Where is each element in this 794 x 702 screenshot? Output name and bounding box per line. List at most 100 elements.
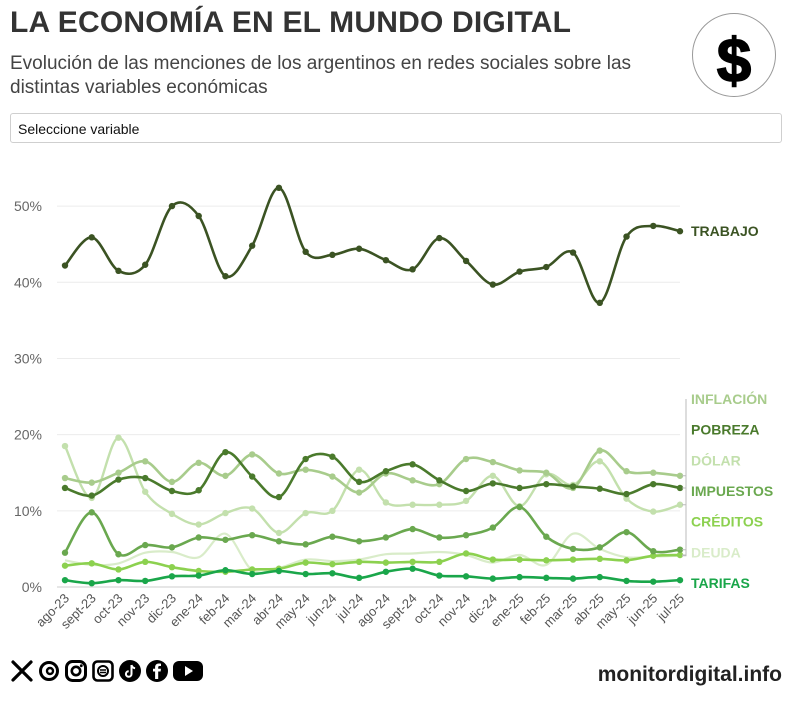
point-inflacion xyxy=(222,472,229,479)
point-creditos xyxy=(195,567,202,575)
point-creditos xyxy=(596,555,603,563)
point-inflacion xyxy=(302,466,309,473)
x-icon[interactable] xyxy=(10,659,34,683)
point-tarifas xyxy=(61,576,69,584)
label-leader-deuda xyxy=(682,552,687,557)
point-trabajo xyxy=(329,251,336,259)
point-dolar xyxy=(436,501,443,508)
point-inflacion xyxy=(275,470,283,477)
point-pobreza xyxy=(462,487,470,495)
point-impuestos xyxy=(248,531,256,539)
y-tick-label: 20% xyxy=(14,427,42,443)
label-leader-impuestos xyxy=(682,491,687,551)
point-pobreza xyxy=(676,484,684,492)
y-tick-label: 50% xyxy=(14,198,42,214)
logo-symbol: $ xyxy=(717,27,751,96)
point-creditos xyxy=(489,556,497,563)
point-impuestos xyxy=(382,534,390,541)
point-dolar xyxy=(248,505,256,512)
point-tarifas xyxy=(676,576,684,584)
point-creditos xyxy=(115,566,122,573)
site-url: monitordigital.info xyxy=(597,663,782,686)
point-pobreza xyxy=(489,480,497,487)
point-tarifas xyxy=(195,572,202,579)
point-impuestos xyxy=(222,536,229,543)
series-line-tarifas xyxy=(64,567,681,585)
series-labels: TRABAJO INFLACIÓN POBREZA DÓLAR IMPUESTOS CRÉ… xyxy=(682,223,773,591)
label-leader-dolar xyxy=(682,460,687,506)
point-dolar xyxy=(168,510,176,518)
variable-select[interactable]: Seleccione variable xyxy=(10,113,782,143)
point-creditos xyxy=(355,558,363,566)
point-dolar xyxy=(596,458,603,465)
news-icon[interactable] xyxy=(91,659,115,683)
point-tarifas xyxy=(275,567,283,575)
point-creditos xyxy=(569,556,577,563)
point-dolar xyxy=(195,521,202,528)
point-tarifas xyxy=(623,577,630,585)
point-creditos xyxy=(436,558,443,566)
point-pobreza xyxy=(650,480,657,488)
point-tarifas xyxy=(516,573,523,581)
point-trabajo xyxy=(462,257,470,265)
point-inflacion xyxy=(543,469,550,476)
page-title: LA ECONOMÍA EN EL MUNDO DIGITAL xyxy=(10,6,572,39)
point-impuestos xyxy=(596,544,603,551)
point-impuestos xyxy=(329,533,336,540)
point-inflacion xyxy=(61,474,69,482)
series-line-impuestos xyxy=(63,505,681,557)
point-pobreza xyxy=(248,473,256,480)
tiktok-icon[interactable] xyxy=(118,659,142,683)
point-tarifas xyxy=(596,573,603,581)
series-label-deuda: DEUDA xyxy=(691,544,741,560)
variable-select-label: Seleccione variable xyxy=(18,121,140,137)
youtube-icon[interactable] xyxy=(172,659,204,683)
point-trabajo xyxy=(543,263,550,271)
instagram-icon[interactable] xyxy=(64,659,88,683)
point-trabajo xyxy=(650,222,657,230)
point-trabajo xyxy=(275,184,283,192)
point-dolar xyxy=(115,434,122,441)
point-pobreza xyxy=(61,484,69,492)
point-impuestos xyxy=(61,549,69,556)
point-creditos xyxy=(168,563,176,571)
point-tarifas xyxy=(382,568,390,575)
series-label-tarifas: TARIFAS xyxy=(691,575,750,591)
point-impuestos xyxy=(569,545,577,553)
series-label-creditos: CRÉDITOS xyxy=(691,514,763,530)
point-trabajo xyxy=(409,266,416,273)
point-inflacion xyxy=(596,447,603,454)
point-impuestos xyxy=(142,541,149,549)
point-tarifas xyxy=(462,573,470,580)
point-pobreza xyxy=(329,453,336,460)
point-pobreza xyxy=(596,485,603,492)
y-tick-label: 10% xyxy=(14,503,42,519)
point-tarifas xyxy=(222,567,229,574)
point-impuestos xyxy=(195,534,202,541)
point-impuestos xyxy=(88,509,95,516)
point-pobreza xyxy=(275,493,283,501)
point-tarifas xyxy=(329,570,336,577)
point-inflacion xyxy=(355,489,363,496)
point-dolar xyxy=(676,501,684,508)
point-impuestos xyxy=(168,544,176,551)
grid-lines xyxy=(57,205,680,588)
point-pobreza xyxy=(436,477,443,484)
threads-icon[interactable] xyxy=(37,659,61,683)
point-pobreza xyxy=(516,484,523,492)
point-inflacion xyxy=(329,473,336,480)
point-creditos xyxy=(543,557,550,564)
facebook-icon[interactable] xyxy=(145,659,169,683)
point-pobreza xyxy=(302,455,309,463)
dollar-logo-icon: $ xyxy=(692,13,776,97)
point-creditos xyxy=(516,556,523,563)
point-dolar xyxy=(275,529,283,537)
point-tarifas xyxy=(543,574,550,582)
point-creditos xyxy=(88,560,95,567)
point-tarifas xyxy=(88,579,95,587)
point-trabajo xyxy=(195,212,202,220)
point-creditos xyxy=(409,558,416,566)
point-creditos xyxy=(329,560,336,568)
point-trabajo xyxy=(516,268,523,275)
point-impuestos xyxy=(409,525,416,533)
